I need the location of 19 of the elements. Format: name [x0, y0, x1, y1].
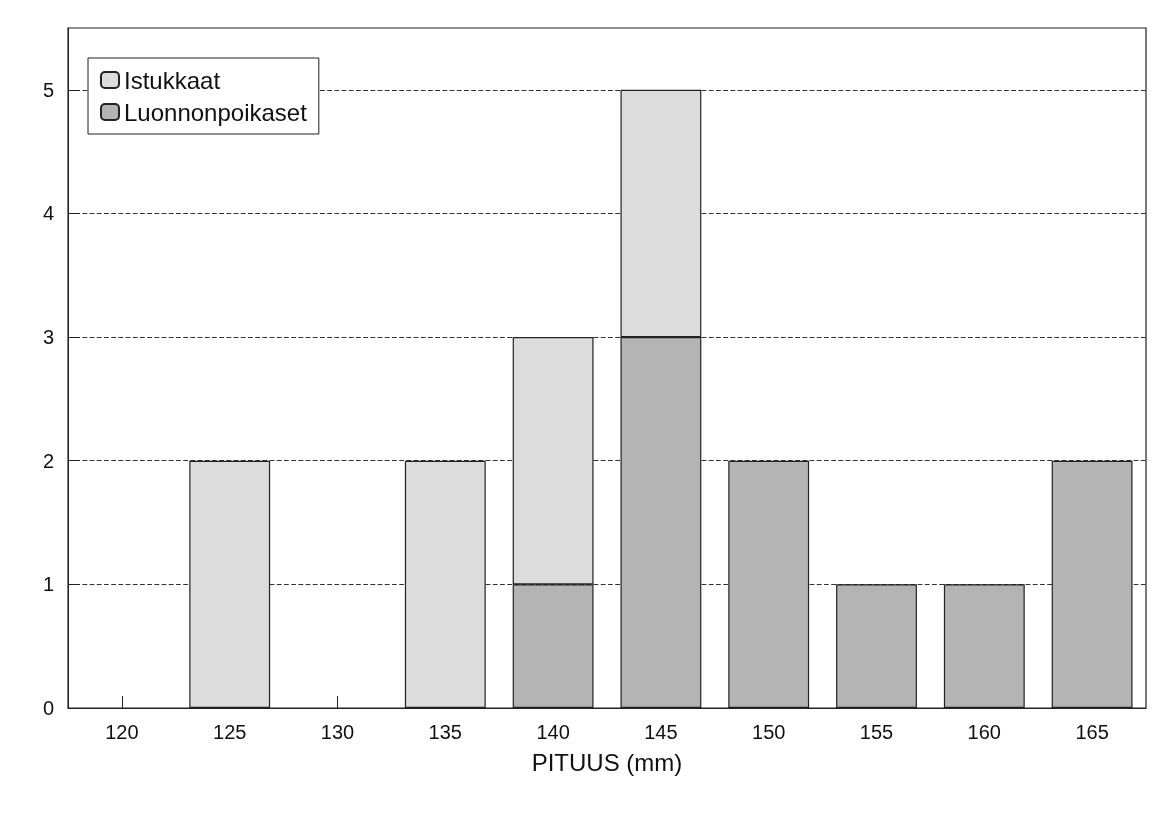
x-tick-label: 130	[320, 721, 355, 743]
x-tick-label: 135	[428, 721, 462, 743]
x-tick-label: 150	[752, 721, 786, 743]
y-tick-label: 5	[42, 78, 54, 101]
legend-label: Istukkaat	[124, 66, 221, 94]
legend-label: Luonnonpoikaset	[124, 98, 308, 126]
y-tick-label: 4	[42, 202, 54, 225]
x-axis-title: PITUUS (mm)	[531, 748, 683, 776]
x-tick-label: 155	[859, 721, 894, 743]
y-tick-label: 0	[42, 697, 54, 719]
y-tick-label: 1	[42, 573, 54, 596]
x-tick-label: 145	[644, 721, 678, 743]
y-tick-label: 3	[42, 326, 54, 349]
x-tick-label: 160	[967, 721, 1001, 743]
x-tick-label: 140	[536, 721, 570, 743]
y-tick-label: 2	[42, 449, 54, 472]
x-tick-label: 125	[213, 721, 247, 743]
x-tick-label: 165	[1075, 721, 1109, 743]
x-tick-label: 120	[105, 721, 139, 743]
